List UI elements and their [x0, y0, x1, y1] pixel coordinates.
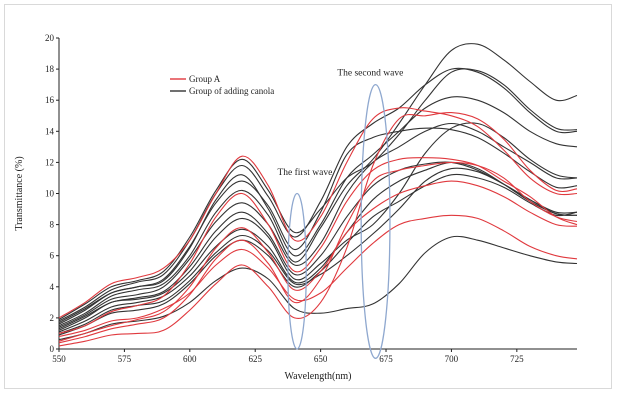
series-layer — [58, 43, 578, 347]
series-line-6 — [58, 214, 578, 338]
series-line-2 — [58, 161, 578, 344]
chart-frame — [4, 4, 612, 389]
x-axis-title: Wavelength(nm) — [285, 371, 352, 382]
x-tick-label: 700 — [445, 354, 459, 364]
y-tick-label: 4 — [50, 282, 55, 292]
series-line-3 — [58, 180, 578, 342]
series-line-18 — [58, 167, 578, 334]
y-tick-label: 12 — [45, 157, 54, 167]
y-tick-label: 10 — [45, 189, 55, 199]
annotation-2: The second wave — [337, 68, 403, 78]
tick-marks: 550 575 600 625 650 675 700 725 0 2 4 6 8 10 12 14 16 18 2… — [45, 33, 524, 364]
highlight-ellipses — [287, 84, 391, 359]
y-tick-label: 16 — [45, 95, 55, 105]
x-tick-label: 550 — [52, 354, 66, 364]
series-line-4 — [58, 157, 578, 334]
y-tick-label: 14 — [45, 126, 55, 136]
series-line-17 — [58, 68, 578, 320]
series-line-1 — [58, 111, 578, 347]
y-tick-label: 20 — [45, 33, 55, 43]
y-tick-label: 0 — [50, 344, 55, 354]
series-line-14 — [58, 43, 578, 327]
y-axis-title: Transmittance (%) — [14, 156, 25, 230]
series-line-9 — [58, 122, 578, 328]
second-wave-ellipse — [360, 84, 391, 359]
series-line-16 — [58, 161, 578, 333]
legend-label-group-a: Group A — [189, 74, 221, 84]
series-line-10 — [58, 173, 578, 336]
x-tick-label: 675 — [379, 354, 393, 364]
x-tick-label: 650 — [314, 354, 328, 364]
legend: Group A Group of adding canola — [170, 74, 274, 96]
x-tick-label: 725 — [510, 354, 524, 364]
annotations: The first wave The second wave — [277, 68, 403, 178]
series-line-12 — [58, 235, 578, 341]
y-tick-label: 8 — [50, 220, 55, 230]
series-line-5 — [58, 107, 578, 319]
first-wave-ellipse — [287, 192, 307, 350]
legend-label-canola: Group of adding canola — [189, 86, 274, 96]
y-tick-label: 2 — [50, 313, 55, 323]
series-line-8 — [58, 122, 578, 331]
series-line-11 — [58, 161, 578, 330]
x-tick-label: 625 — [248, 354, 262, 364]
series-line-15 — [58, 127, 578, 324]
y-tick-label: 6 — [50, 251, 55, 261]
x-tick-label: 575 — [118, 354, 132, 364]
x-tick-label: 600 — [183, 354, 197, 364]
annotation-1: The first wave — [277, 167, 332, 178]
y-tick-label: 18 — [45, 64, 55, 74]
series-line-13 — [58, 67, 578, 322]
